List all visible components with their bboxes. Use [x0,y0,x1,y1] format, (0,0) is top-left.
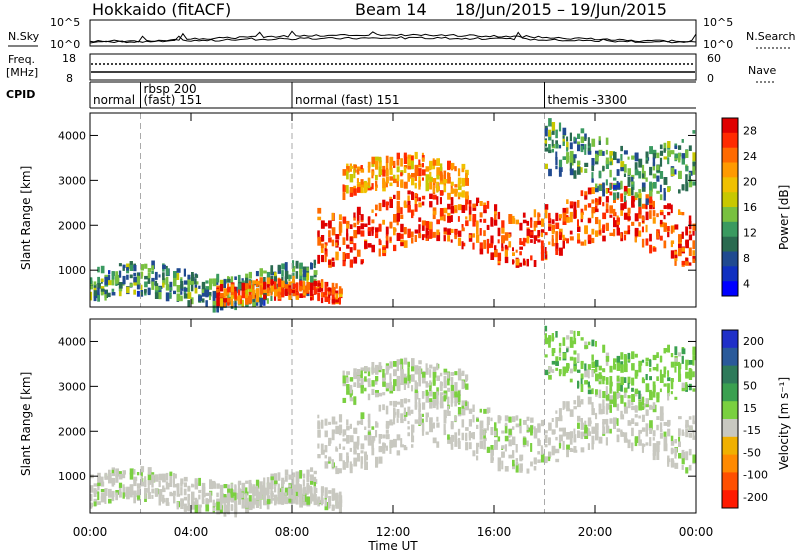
freq-left-tick-bottom: 8 [66,72,73,85]
velocity-colorbar-label: Velocity [m s⁻¹] [777,377,791,470]
y-tick-label: 2000 [58,219,86,232]
power-panel: Slant Range [km] 1000 2000 3000 4000 [19,112,697,313]
cpid-mode-label: normal (fast) 151 [295,93,399,107]
freq-right-tick-top: 60 [707,52,721,65]
colorbar-tick-label: 8 [743,252,750,265]
cpid-mode-label: (fast) 151 [144,93,203,107]
power-scatter [90,118,696,313]
x-tick-label: 00:00 [73,525,108,539]
velocity-colorbar: 200 100 50 15 -15 -50 -100 -200 Velocity [m s⁻¹… [721,329,791,509]
colorbar-tick-label: 50 [743,380,757,393]
colorbar-tick-label: 4 [743,277,750,290]
cpid-panel: CPID normal rbsp 200(fast) 151 normal (fas… [6,81,696,109]
colorbar-tick-label: 16 [743,201,757,214]
freq-label-line2: [MHz] [6,66,38,79]
colorbar-tick-label: 20 [743,176,757,189]
cpid-mode-label: rbsp 200 [144,82,197,96]
colorbar-tick-label: -100 [743,469,768,482]
velocity-panel: Slant Range [km] 1000 2000 3000 4000 [19,318,697,518]
y-tick-label: 1000 [58,470,86,483]
station-title: Hokkaido (fitACF) [92,0,231,19]
cpid-mode-label: normal [93,93,135,107]
power-colorbar: 28 24 20 16 12 8 4 Power [dB] [721,117,791,297]
noise-right-tick-top: 10^5 [703,16,733,29]
y-tick-label: 4000 [58,129,86,142]
cpid-modes: normal rbsp 200(fast) 151 normal (fast) 15… [89,82,628,108]
power-colorbar-label: Power [dB] [777,185,791,250]
colorbar-tick-label: 15 [743,402,757,415]
cpid-mode-label: themis -3300 [548,93,628,107]
x-tick-label: 08:00 [275,525,310,539]
velocity-mode-dividers [140,319,545,513]
x-tick-label: 20:00 [578,525,613,539]
beam-title: Beam 14 [355,0,427,19]
colorbar-tick-label: 100 [743,357,764,370]
nave-label: Nave [748,64,776,77]
colorbar-tick-label: 24 [743,150,757,163]
cpid-label: CPID [6,88,35,101]
colorbar-tick-label: -50 [743,446,761,459]
noise-sky-line [89,30,697,43]
date-title: 18/Jun/2015 – 19/Jun/2015 [455,0,667,19]
colorbar-tick-label: 200 [743,335,764,348]
x-tick-label: 00:00 [679,525,714,539]
power-y-ticks: 1000 2000 3000 4000 [58,129,696,277]
y-tick-label: 4000 [58,335,86,348]
freq-left-tick-top: 18 [62,52,76,65]
y-tick-label: 3000 [58,174,86,187]
power-y-label: Slant Range [km] [19,166,33,270]
x-axis-ticks: 00:00 04:00 08:00 12:00 16:00 20:00 00:00 [73,113,714,539]
velocity-scatter [90,325,697,518]
colorbar-tick-label: -200 [743,491,768,504]
noise-left-tick-top: 10^5 [50,16,80,29]
noise-panel: N.Sky 10^5 10^0 10^5 10^0 N.Search [8,16,796,51]
x-tick-label: 12:00 [376,525,411,539]
y-tick-label: 2000 [58,425,86,438]
colorbar-tick-label: -15 [743,424,761,437]
freq-panel: Freq. [MHz] 18 8 60 0 Nave [6,52,776,85]
colorbar-tick-label: 12 [743,226,757,239]
x-tick-label: 04:00 [174,525,209,539]
freq-right-tick-bottom: 0 [707,72,714,85]
noise-right-tick-bottom: 10^0 [703,38,733,51]
noise-left-tick-bottom: 10^0 [50,38,80,51]
colorbar-tick-label: 28 [743,125,757,138]
noise-right-label: N.Search [746,30,796,43]
noise-left-label: N.Sky [8,30,40,43]
power-mode-dividers [140,113,545,307]
x-tick-label: 16:00 [477,525,512,539]
velocity-y-label: Slant Range [km] [19,372,33,476]
velocity-y-ticks: 1000 2000 3000 4000 [58,335,696,483]
noise-search-line [89,31,697,44]
freq-label-line1: Freq. [8,53,35,66]
y-tick-label: 1000 [58,264,86,277]
x-axis-label: Time UT [367,539,418,553]
y-tick-label: 3000 [58,380,86,393]
